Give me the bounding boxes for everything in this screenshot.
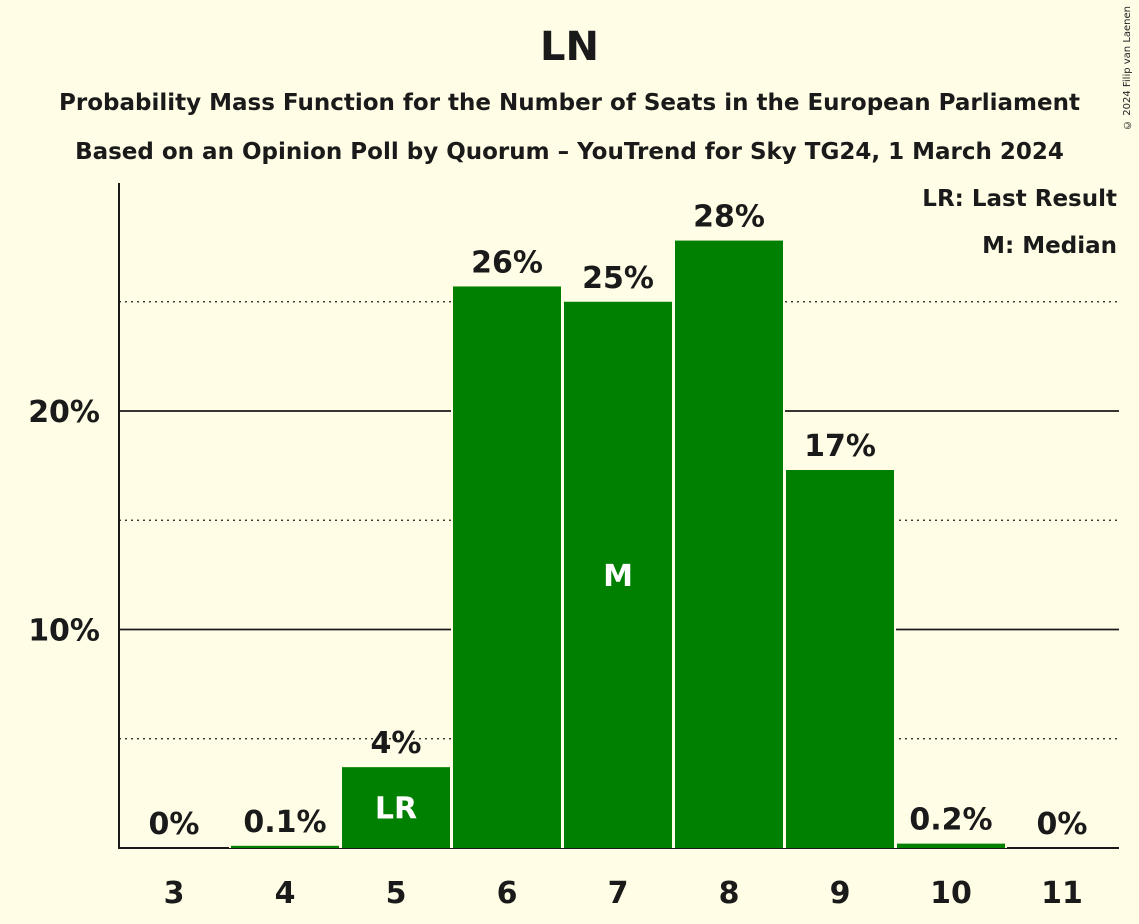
labels: 10% 20% 0% 3 0.1% 4 4% LR 5 26% 6 25% M 7 28% 8 17% 9 0.2%… (28, 200, 1087, 911)
bar-value-label: 0.2% (909, 803, 992, 838)
bars (229, 239, 1007, 849)
bar-value-label: 0% (1037, 807, 1088, 842)
x-tick-label: 11 (1041, 876, 1083, 911)
bar-value-label: 26% (471, 245, 543, 280)
x-tick-label: 7 (608, 876, 629, 911)
y-tick-label: 10% (28, 614, 100, 649)
bar-seats-8 (675, 240, 783, 848)
bar-seats-7 (564, 301, 672, 848)
last-result-marker: LR (375, 792, 417, 827)
x-tick-label: 10 (930, 876, 972, 911)
bar-value-label: 17% (804, 429, 876, 464)
median-marker: M (603, 559, 633, 594)
bar-value-label: 0.1% (243, 805, 326, 840)
bar-value-label: 25% (582, 261, 654, 296)
x-tick-label: 3 (164, 876, 185, 911)
chart-source-line: Based on an Opinion Poll by Quorum – You… (75, 139, 1064, 165)
legend-last-result: LR: Last Result (922, 186, 1117, 212)
x-tick-label: 9 (830, 876, 851, 911)
x-tick-label: 4 (275, 876, 296, 911)
x-tick-label: 5 (386, 876, 407, 911)
bar-seats-6 (453, 286, 561, 849)
chart-subtitle: Probability Mass Function for the Number… (59, 90, 1080, 116)
bar-seats-10 (897, 843, 1005, 848)
legend-median: M: Median (982, 233, 1117, 259)
bar-value-label: 4% (371, 726, 422, 761)
bar-value-label: 28% (693, 200, 765, 235)
x-tick-label: 8 (719, 876, 740, 911)
chart-title: LN (540, 24, 599, 70)
bar-seats-9 (786, 469, 894, 848)
bar-value-label: 0% (149, 807, 200, 842)
bar-seats-5 (342, 767, 450, 848)
bar-seats-4 (231, 845, 339, 848)
x-tick-label: 6 (497, 876, 518, 911)
y-tick-label: 20% (28, 395, 100, 430)
